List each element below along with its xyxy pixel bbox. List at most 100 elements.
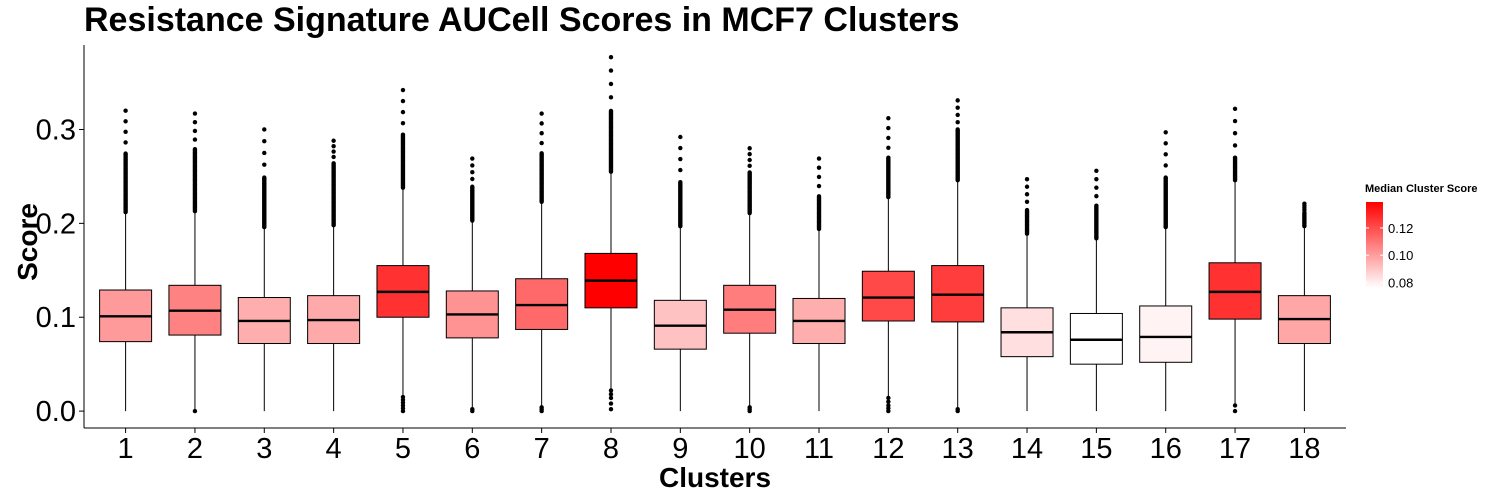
iqr-box <box>1139 305 1193 363</box>
legend-tick-label: 0.08 <box>1388 276 1413 291</box>
outlier-point <box>539 140 544 146</box>
outlier-point <box>1163 163 1168 168</box>
outlier-point <box>886 395 891 401</box>
outlier-point <box>747 170 752 175</box>
outlier-point <box>539 121 544 126</box>
legend-title: Median Cluster Score <box>1365 183 1477 195</box>
cluster-17-box-group <box>1208 106 1262 414</box>
x-ticks: 1 2 3 4 5 6 7 8 9 10 11 12 13 14 15 16 17 18 <box>118 428 1321 465</box>
outlier-point <box>816 156 822 161</box>
x-tick-label: 11 <box>804 433 834 465</box>
outlier-point <box>886 403 891 408</box>
x-tick-label: 17 <box>1219 433 1251 465</box>
outlier-point <box>678 134 683 140</box>
outlier-point <box>1163 175 1168 180</box>
x-axis-title: Clusters <box>659 462 771 493</box>
outlier-point <box>1094 177 1099 182</box>
outlier-point <box>886 145 891 150</box>
outlier-point <box>470 169 475 175</box>
legend-ticks: 0.08 0.10 0.12 <box>1366 221 1413 291</box>
cluster-12-box-group <box>861 116 915 414</box>
cluster-6-box-group <box>445 156 499 414</box>
x-tick-label: 2 <box>187 433 203 465</box>
cluster-4-box-group <box>307 138 361 412</box>
outlier-point <box>123 108 128 113</box>
outlier-point <box>678 167 683 173</box>
outlier-point <box>886 155 891 160</box>
outlier-point <box>955 98 960 103</box>
outlier-point <box>192 120 198 125</box>
outlier-point <box>1024 184 1030 189</box>
outlier-point <box>400 87 406 93</box>
outlier-point <box>1094 168 1099 173</box>
cluster-10-box-group <box>723 146 777 414</box>
cluster-2-box-group <box>168 111 222 414</box>
outlier-point <box>747 405 752 410</box>
cluster-9-box-group <box>653 134 707 412</box>
outlier-point <box>1094 193 1099 199</box>
legend-colorbar <box>1366 202 1383 288</box>
cluster-16-box-group <box>1139 130 1193 412</box>
outlier-point <box>608 108 614 114</box>
outlier-point <box>886 116 891 121</box>
outlier-point <box>608 81 614 87</box>
cluster-11-box-group <box>792 156 846 412</box>
outlier-point <box>1094 203 1099 208</box>
outlier-point <box>1232 408 1238 414</box>
outlier-point <box>400 132 406 137</box>
outlier-point <box>816 194 822 199</box>
outlier-point <box>747 151 752 157</box>
x-tick-label: 4 <box>326 433 342 465</box>
y-tick-label: 0.0 <box>36 396 76 428</box>
x-tick-label: 13 <box>942 433 974 465</box>
outlier-point <box>123 151 128 156</box>
y-ticks: 0.0 0.1 0.2 0.3 <box>36 114 84 428</box>
outlier-point <box>331 149 336 154</box>
x-tick-label: 15 <box>1080 433 1112 465</box>
cluster-15-box-group <box>1069 168 1123 412</box>
outlier-point <box>400 120 406 126</box>
outlier-point <box>192 128 198 134</box>
cluster-13-box-group <box>931 98 985 414</box>
cluster-18-box-group <box>1277 201 1331 412</box>
outlier-point <box>331 138 336 143</box>
outlier-point <box>1232 118 1238 124</box>
outlier-point <box>400 394 406 400</box>
x-tick-label: 8 <box>603 433 619 465</box>
outlier-point <box>608 95 614 100</box>
outlier-point <box>1232 403 1238 408</box>
outlier-point <box>608 392 614 397</box>
outlier-point <box>747 157 752 163</box>
outlier-point <box>1163 130 1168 135</box>
outlier-point <box>1163 152 1168 157</box>
outlier-point <box>886 125 891 131</box>
legend-tick-label: 0.12 <box>1388 221 1413 236</box>
outlier-point <box>816 165 822 170</box>
cluster-1-box-group <box>99 108 153 412</box>
outlier-point <box>886 135 891 141</box>
outlier-point <box>678 156 683 162</box>
outlier-point <box>1232 155 1238 160</box>
x-tick-label: 5 <box>395 433 411 465</box>
outlier-point <box>1232 106 1238 112</box>
outlier-point <box>470 184 475 189</box>
cluster-5-box-group <box>376 87 430 414</box>
outlier-point <box>539 151 544 156</box>
outlier-point <box>1302 201 1307 206</box>
outlier-point <box>470 176 475 182</box>
outlier-point <box>262 150 267 156</box>
outlier-point <box>192 111 198 116</box>
x-tick-label: 3 <box>256 433 272 465</box>
cluster-3-box-group <box>237 127 291 412</box>
cluster-8-box-group <box>584 55 638 412</box>
outlier-point <box>539 131 544 136</box>
outlier-point <box>816 183 822 189</box>
outlier-point <box>1232 131 1238 136</box>
legend-tick-label: 0.10 <box>1388 248 1413 263</box>
outlier-point <box>678 145 683 151</box>
outlier-point <box>816 174 822 180</box>
outlier-point <box>331 143 336 149</box>
x-tick-label: 7 <box>534 433 550 465</box>
outlier-point <box>747 163 752 169</box>
